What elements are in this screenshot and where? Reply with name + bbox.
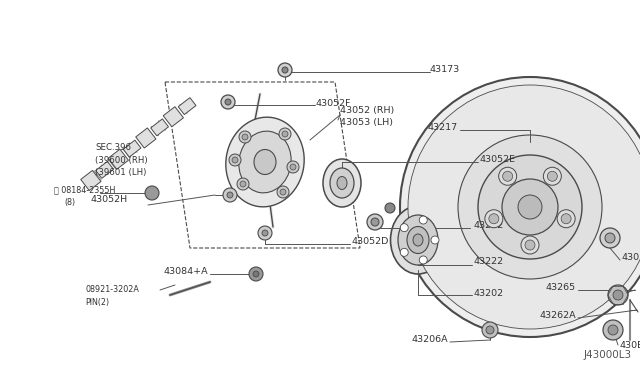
Circle shape — [400, 248, 408, 256]
Text: 43052F: 43052F — [316, 99, 351, 108]
Text: 43037: 43037 — [622, 253, 640, 263]
Circle shape — [240, 181, 246, 187]
Text: 08921-3202A: 08921-3202A — [85, 285, 139, 295]
Circle shape — [282, 131, 288, 137]
Text: PIN(2): PIN(2) — [85, 298, 109, 307]
Circle shape — [605, 233, 615, 243]
Circle shape — [502, 179, 558, 235]
Circle shape — [280, 189, 286, 195]
Polygon shape — [150, 119, 168, 136]
Circle shape — [229, 154, 241, 166]
Text: 43052D: 43052D — [352, 237, 389, 247]
Ellipse shape — [390, 206, 445, 274]
Ellipse shape — [407, 227, 429, 253]
Text: 43084+A: 43084+A — [163, 267, 208, 276]
Circle shape — [400, 224, 408, 232]
Circle shape — [279, 128, 291, 140]
Circle shape — [239, 131, 251, 143]
Ellipse shape — [226, 117, 304, 207]
Ellipse shape — [398, 215, 438, 265]
Text: 43173: 43173 — [430, 64, 460, 74]
Circle shape — [262, 230, 268, 236]
Circle shape — [367, 214, 383, 230]
Text: 43262A: 43262A — [540, 311, 576, 321]
Text: 43202: 43202 — [473, 289, 503, 298]
Text: SEC.396: SEC.396 — [95, 144, 131, 153]
Text: 43052 (RH): 43052 (RH) — [340, 106, 394, 115]
Circle shape — [543, 167, 561, 185]
Circle shape — [419, 256, 428, 264]
Circle shape — [223, 188, 237, 202]
Circle shape — [613, 290, 623, 300]
Circle shape — [225, 99, 231, 105]
Text: 43232: 43232 — [473, 221, 503, 230]
Text: (8): (8) — [64, 198, 75, 206]
Text: 43052E: 43052E — [480, 155, 516, 164]
Polygon shape — [136, 128, 156, 148]
Circle shape — [400, 77, 640, 337]
Text: 43206A: 43206A — [412, 336, 448, 344]
Circle shape — [485, 210, 503, 228]
Circle shape — [525, 240, 535, 250]
Circle shape — [253, 271, 259, 277]
Text: 43053 (LH): 43053 (LH) — [340, 119, 393, 128]
Circle shape — [557, 210, 575, 228]
Circle shape — [502, 171, 513, 181]
Circle shape — [277, 186, 289, 198]
Circle shape — [249, 267, 263, 281]
Circle shape — [227, 192, 233, 198]
Circle shape — [290, 164, 296, 170]
Ellipse shape — [239, 131, 291, 193]
Polygon shape — [178, 97, 196, 115]
Circle shape — [221, 95, 235, 109]
Circle shape — [371, 218, 379, 226]
Polygon shape — [81, 170, 101, 190]
Circle shape — [482, 322, 498, 338]
Circle shape — [518, 195, 542, 219]
Circle shape — [431, 236, 439, 244]
Polygon shape — [123, 140, 141, 157]
Ellipse shape — [337, 176, 347, 189]
Circle shape — [608, 325, 618, 335]
Ellipse shape — [413, 234, 423, 246]
Circle shape — [486, 326, 494, 334]
Circle shape — [489, 214, 499, 224]
Text: J43000L3: J43000L3 — [584, 350, 632, 360]
Text: 43265: 43265 — [546, 282, 576, 292]
Circle shape — [258, 226, 272, 240]
Text: 430B4: 430B4 — [620, 340, 640, 350]
Circle shape — [232, 157, 238, 163]
Circle shape — [603, 320, 623, 340]
Text: (39600 (RH): (39600 (RH) — [95, 155, 148, 164]
Circle shape — [408, 85, 640, 329]
Circle shape — [419, 216, 428, 224]
Circle shape — [145, 186, 159, 200]
Text: (39601 (LH): (39601 (LH) — [95, 167, 147, 176]
Polygon shape — [108, 149, 129, 169]
Circle shape — [547, 171, 557, 181]
Circle shape — [499, 167, 516, 185]
Circle shape — [237, 178, 249, 190]
Text: 43217: 43217 — [428, 122, 458, 131]
Circle shape — [561, 214, 571, 224]
Circle shape — [385, 203, 395, 213]
Ellipse shape — [254, 150, 276, 174]
Text: 43052H: 43052H — [91, 196, 128, 205]
Circle shape — [278, 63, 292, 77]
Polygon shape — [163, 107, 184, 127]
Circle shape — [282, 67, 288, 73]
Circle shape — [242, 134, 248, 140]
Circle shape — [478, 155, 582, 259]
Ellipse shape — [330, 168, 354, 198]
Ellipse shape — [323, 159, 361, 207]
Circle shape — [608, 285, 628, 305]
Circle shape — [600, 228, 620, 248]
Circle shape — [521, 236, 539, 254]
Circle shape — [287, 161, 299, 173]
Text: Ⓑ 08184-2355H: Ⓑ 08184-2355H — [54, 186, 115, 195]
Polygon shape — [96, 161, 113, 178]
Text: 43222: 43222 — [473, 257, 503, 266]
Circle shape — [458, 135, 602, 279]
